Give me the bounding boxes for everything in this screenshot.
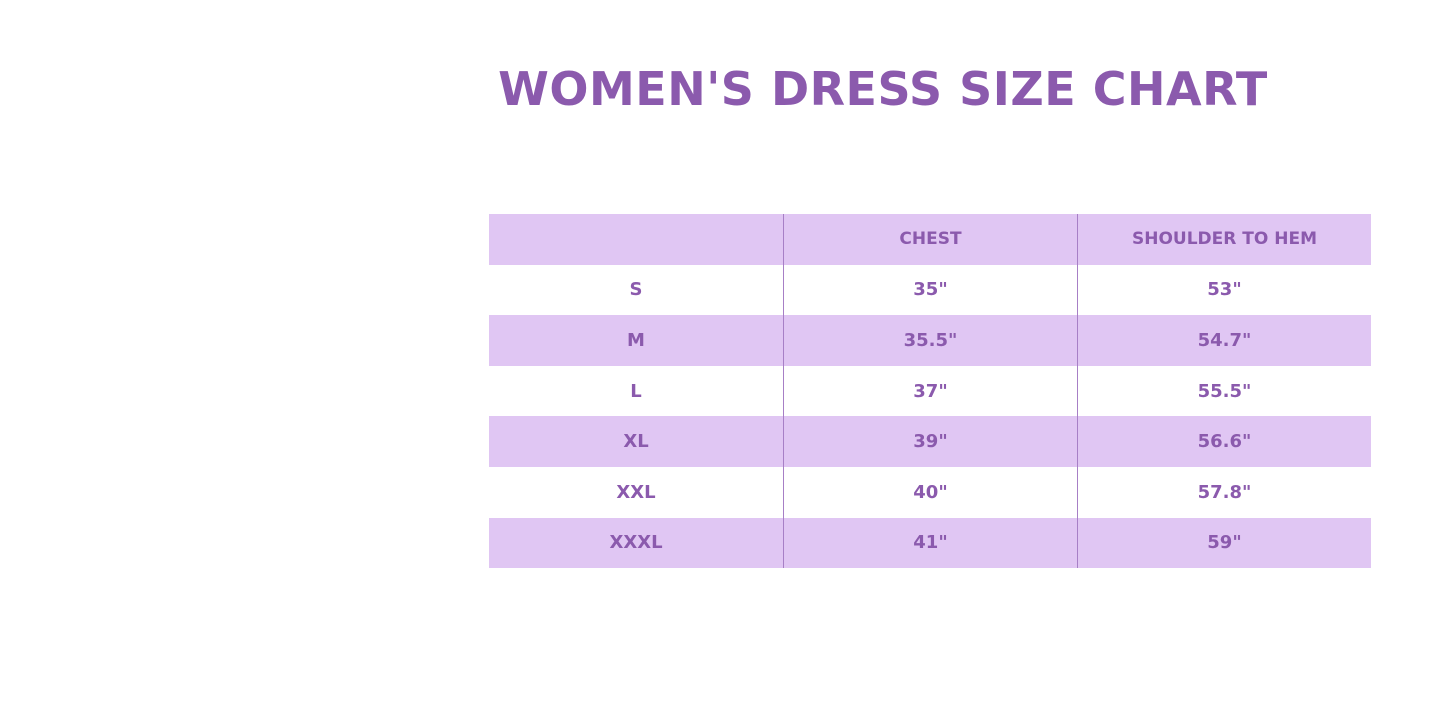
header-size xyxy=(489,214,783,265)
size-table: CHEST SHOULDER TO HEM S 35" 53" M 35.5" 54.7"… xyxy=(489,214,1371,569)
table-row: L 37" 55.5" xyxy=(489,365,1371,417)
table-row: M 35.5" 54.7" xyxy=(489,315,1371,366)
size-cell: XL xyxy=(623,431,649,453)
table-row: XXXL 41" 59" xyxy=(489,517,1371,569)
chest-cell: 41" xyxy=(783,517,1077,569)
header-chest: CHEST xyxy=(783,214,1077,265)
table-row: XL 39" 56.6" xyxy=(489,416,1371,467)
chest-cell: 35" xyxy=(783,264,1077,316)
table-row: S 35" 53" xyxy=(489,264,1371,316)
page-title: WOMEN'S DRESS SIZE CHART xyxy=(498,62,1268,116)
shoulder-to-hem-cell: 55.5" xyxy=(1077,365,1371,417)
shoulder-to-hem-cell: 53" xyxy=(1077,264,1371,316)
table-header-row: CHEST SHOULDER TO HEM xyxy=(489,214,1371,265)
size-cell: L xyxy=(630,380,642,402)
table-row: XXL 40" 57.8" xyxy=(489,466,1371,518)
shoulder-to-hem-cell: 54.7" xyxy=(1077,315,1371,366)
size-cell: S xyxy=(629,279,643,301)
chest-cell: 40" xyxy=(783,466,1077,518)
chest-cell: 35.5" xyxy=(783,315,1077,366)
chest-cell: 39" xyxy=(783,416,1077,467)
shoulder-to-hem-cell: 59" xyxy=(1077,517,1371,569)
size-cell: XXXL xyxy=(609,532,663,554)
size-cell: M xyxy=(627,329,645,351)
shoulder-to-hem-cell: 56.6" xyxy=(1077,416,1371,467)
size-cell: XXL xyxy=(616,481,656,503)
chest-cell: 37" xyxy=(783,365,1077,417)
shoulder-to-hem-cell: 57.8" xyxy=(1077,466,1371,518)
header-shoulder-to-hem: SHOULDER TO HEM xyxy=(1077,214,1371,265)
